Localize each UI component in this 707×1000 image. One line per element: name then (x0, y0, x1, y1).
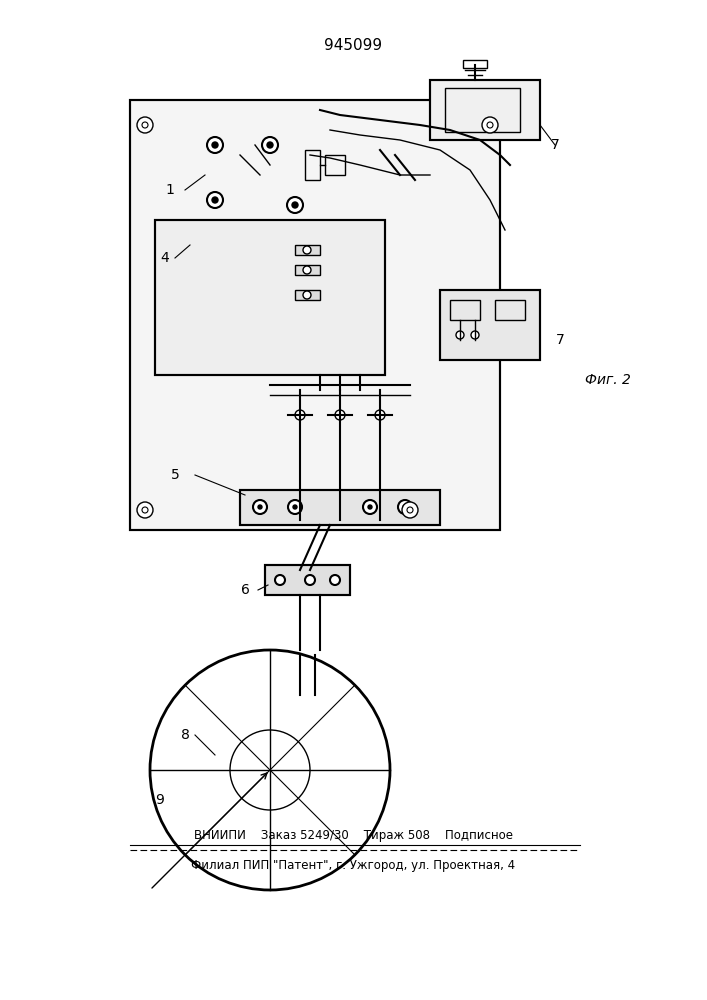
Circle shape (305, 575, 315, 585)
Bar (240, 490, 440, 525)
Bar (295, 245, 320, 255)
Circle shape (303, 291, 311, 299)
Circle shape (402, 502, 418, 518)
Bar (463, 60, 487, 68)
Circle shape (258, 505, 262, 509)
Circle shape (287, 197, 303, 213)
Circle shape (230, 730, 310, 810)
Circle shape (398, 500, 412, 514)
Circle shape (375, 410, 385, 420)
Circle shape (482, 117, 498, 133)
Circle shape (253, 500, 267, 514)
Bar (130, 100, 500, 530)
Circle shape (142, 122, 148, 128)
Bar (130, 100, 500, 530)
Bar (495, 300, 525, 320)
Circle shape (363, 500, 377, 514)
Circle shape (207, 192, 223, 208)
Bar (240, 490, 440, 525)
Circle shape (295, 410, 305, 420)
Circle shape (288, 500, 302, 514)
Text: 5: 5 (170, 468, 180, 482)
Circle shape (137, 502, 153, 518)
Bar (155, 220, 385, 375)
Circle shape (330, 575, 340, 585)
Bar (305, 150, 320, 180)
Bar (430, 80, 540, 140)
Text: 6: 6 (240, 583, 250, 597)
Bar (440, 290, 540, 360)
Text: 1: 1 (165, 183, 175, 197)
Circle shape (292, 202, 298, 208)
Circle shape (368, 505, 372, 509)
Circle shape (275, 575, 285, 585)
Circle shape (456, 331, 464, 339)
Bar (295, 290, 320, 300)
Text: 8: 8 (180, 728, 189, 742)
Circle shape (142, 507, 148, 513)
Text: 9: 9 (156, 793, 165, 807)
Bar (445, 88, 520, 132)
Circle shape (335, 410, 345, 420)
Bar (450, 300, 480, 320)
Bar (325, 155, 345, 175)
Circle shape (303, 266, 311, 274)
Bar (155, 220, 385, 375)
Text: 945099: 945099 (324, 37, 382, 52)
Text: Фиг. 2: Фиг. 2 (585, 373, 631, 387)
Circle shape (407, 507, 413, 513)
Bar (265, 565, 350, 595)
Circle shape (487, 122, 493, 128)
Text: 7: 7 (551, 138, 559, 152)
Circle shape (150, 650, 390, 890)
Circle shape (403, 505, 407, 509)
Circle shape (303, 246, 311, 254)
Circle shape (212, 142, 218, 148)
Circle shape (267, 142, 273, 148)
Text: 4: 4 (160, 251, 170, 265)
Text: Филиал ПИП "Патент", г. Ужгород, ул. Проектная, 4: Филиал ПИП "Патент", г. Ужгород, ул. Про… (191, 858, 515, 871)
Bar (440, 290, 540, 360)
Bar (265, 565, 350, 595)
Circle shape (262, 137, 278, 153)
Bar (430, 80, 540, 140)
Circle shape (293, 505, 297, 509)
Text: 7: 7 (556, 333, 564, 347)
Circle shape (137, 117, 153, 133)
Circle shape (207, 137, 223, 153)
Text: ВНИИПИ    Заказ 5249/30    Тираж 508    Подписное: ВНИИПИ Заказ 5249/30 Тираж 508 Подписное (194, 828, 513, 842)
Circle shape (212, 197, 218, 203)
Circle shape (471, 331, 479, 339)
Bar (295, 265, 320, 275)
